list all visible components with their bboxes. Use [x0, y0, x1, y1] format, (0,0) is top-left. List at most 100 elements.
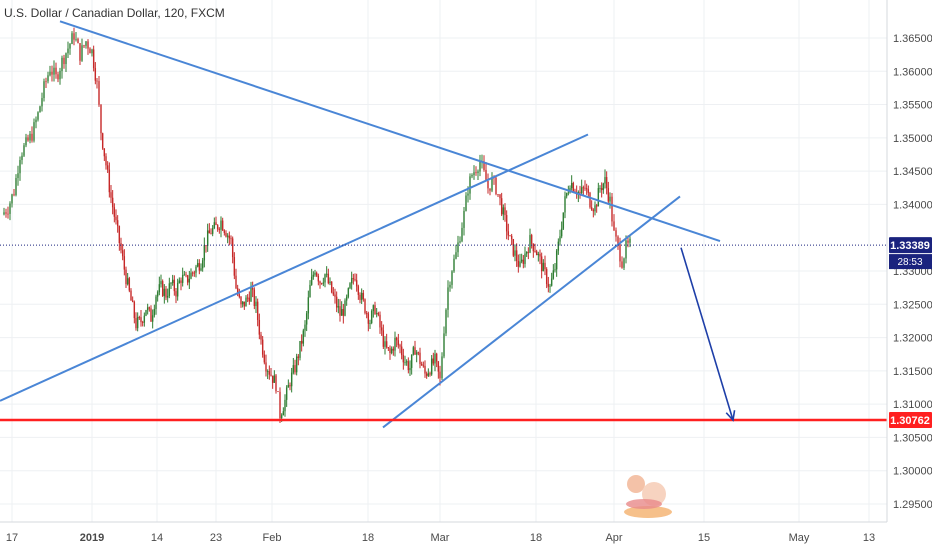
candle-body — [235, 275, 237, 289]
candle-body — [611, 196, 613, 222]
candle-body — [595, 205, 598, 207]
candle-body — [153, 308, 156, 316]
candle-body — [365, 313, 368, 314]
candle-body — [98, 81, 100, 105]
candle-body — [33, 122, 35, 141]
candle-body — [409, 367, 411, 371]
candle-body — [210, 233, 212, 235]
candle-body — [241, 301, 244, 305]
candle-body — [372, 305, 375, 312]
candle-body — [540, 256, 543, 272]
candle-body — [554, 269, 556, 271]
candle-body — [213, 222, 216, 229]
candle-body — [399, 345, 401, 347]
candle-body — [427, 373, 430, 376]
candle-body — [289, 385, 291, 387]
candle-body — [424, 365, 426, 374]
candle-body — [615, 230, 617, 237]
candle-body — [226, 235, 229, 237]
candle-body — [245, 297, 247, 307]
candle-body — [405, 361, 408, 363]
candle-body — [500, 198, 503, 215]
candle-body — [339, 306, 341, 316]
candle-body — [61, 57, 63, 71]
candle-body — [580, 187, 583, 194]
candle-body — [186, 275, 189, 283]
current-price-badge — [889, 237, 932, 254]
y-tick-label: 1.29500 — [893, 499, 932, 511]
candle-body — [544, 262, 546, 270]
grid — [0, 0, 887, 522]
candle-body — [479, 161, 481, 172]
candle-body — [425, 373, 428, 376]
candle-body — [261, 339, 264, 355]
candle-body — [455, 252, 457, 259]
candle-body — [419, 352, 421, 364]
candle-body — [228, 235, 231, 239]
candle-body — [295, 356, 298, 373]
candle-body — [89, 48, 91, 54]
candle-body — [332, 292, 335, 295]
candle-body — [236, 288, 239, 295]
candle-body — [27, 137, 29, 141]
candle-body — [315, 272, 318, 276]
y-tick-label: 1.32500 — [893, 299, 932, 311]
candle-body — [96, 80, 98, 82]
price-axis[interactable]: 1.36500 1.36000 1.35500 1.35000 1.34500 1.340… — [893, 33, 932, 511]
candle-body — [118, 226, 121, 244]
candle-body — [163, 288, 166, 296]
candle-body — [392, 348, 395, 351]
candle-body — [221, 220, 224, 231]
candle-body — [57, 74, 59, 80]
candle-body — [342, 309, 345, 316]
candle-body — [277, 391, 279, 393]
plot-area[interactable] — [3, 27, 631, 424]
candle-body — [256, 301, 259, 320]
projection-arrow[interactable] — [680, 247, 734, 421]
trendline[interactable] — [382, 195, 681, 429]
candle-body — [85, 41, 87, 46]
candle-body — [324, 274, 326, 283]
candle-body — [223, 230, 226, 233]
candle-body — [379, 314, 381, 328]
candle-body — [130, 290, 132, 301]
candle-body — [557, 241, 560, 251]
drawing-overlays[interactable] — [0, 20, 887, 429]
candle-body — [265, 362, 267, 372]
candle-body — [567, 192, 570, 194]
x-tick-label: Apr — [605, 532, 622, 544]
candle-body — [471, 175, 473, 177]
candle-body — [542, 262, 545, 272]
candle-body — [15, 178, 17, 195]
candle-body — [465, 195, 467, 211]
candle-body — [279, 391, 281, 419]
time-axis[interactable]: 17 2019 14 23 Feb 18 Mar 18 Apr 15 May 13 — [6, 532, 875, 544]
candle-body — [11, 194, 13, 204]
candle-body — [161, 281, 164, 296]
candle-body — [123, 256, 126, 270]
candle-body — [410, 354, 413, 368]
candle-body — [459, 241, 461, 243]
candle-body — [629, 238, 631, 243]
candle-body — [195, 266, 197, 273]
candle-body — [91, 49, 93, 54]
candle-body — [37, 112, 39, 120]
candle-body — [141, 322, 144, 323]
candle-body — [522, 259, 525, 264]
candle-body — [512, 239, 515, 256]
candle-body — [3, 212, 5, 215]
candle-body — [429, 373, 431, 375]
candle-body — [387, 347, 390, 349]
candle-body — [534, 251, 536, 253]
candle-body — [504, 207, 506, 216]
candle-body — [589, 192, 591, 208]
candle-body — [185, 274, 187, 276]
candle-body — [191, 272, 194, 274]
candle-body — [131, 300, 134, 302]
candle-body — [623, 258, 625, 268]
candle-body — [201, 260, 204, 269]
candle-body — [193, 272, 196, 274]
trendline[interactable] — [59, 20, 721, 242]
trendline[interactable] — [0, 133, 589, 402]
